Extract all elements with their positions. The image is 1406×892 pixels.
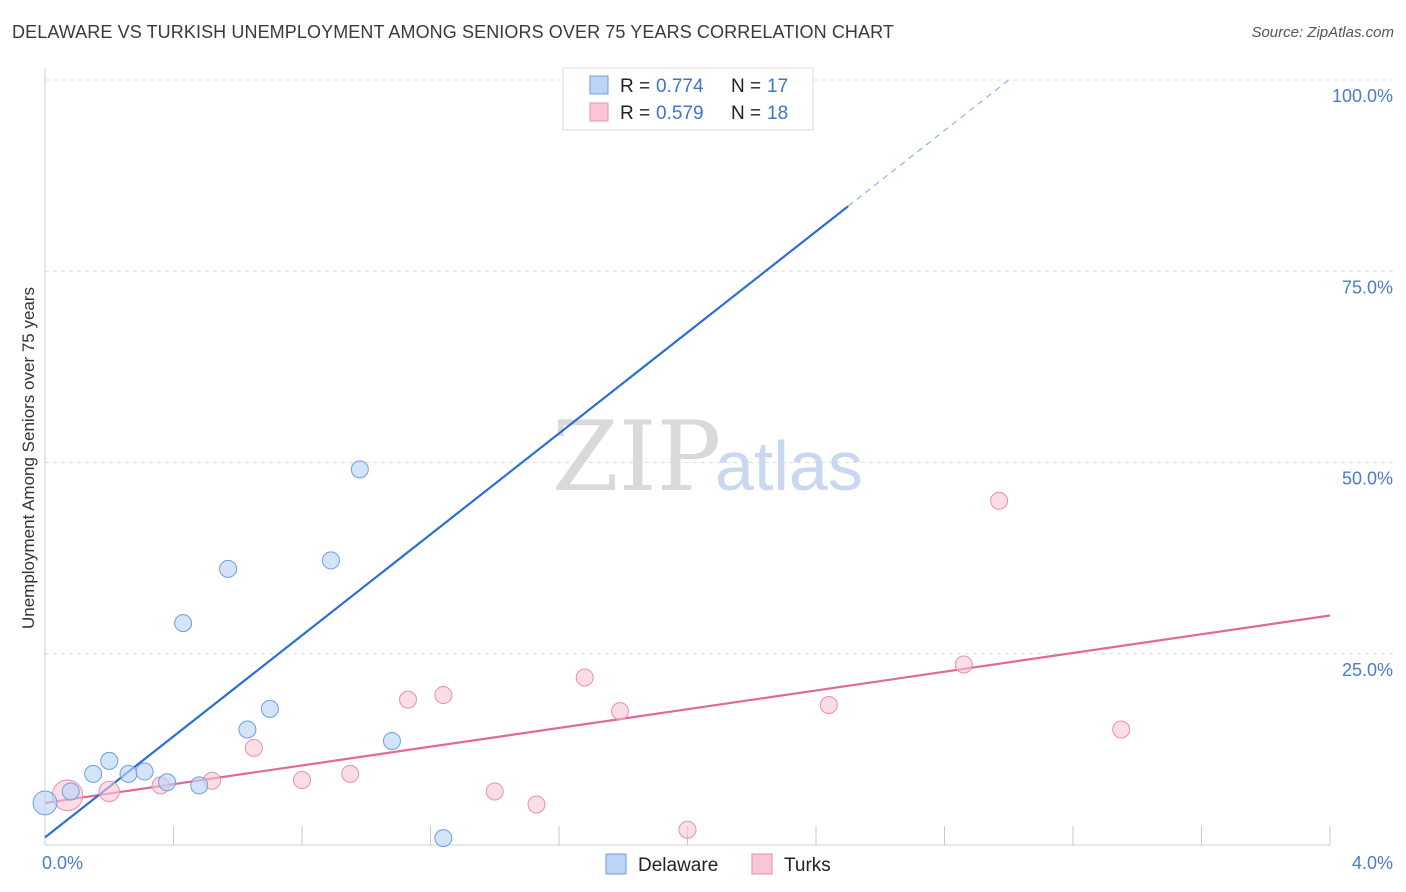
x-tick-label: 4.0% [1352,853,1393,873]
watermark-atlas: atlas [715,427,863,505]
bottom-legend-swatch-delaware [605,853,627,875]
point-delaware [190,776,209,795]
point-delaware [135,762,154,781]
legend-swatch-turks [589,102,609,122]
point-delaware [84,764,103,783]
legend-r-label-delaware: R = [620,76,650,97]
point-turks [244,738,263,757]
bottom-legend-turks: Turks [784,855,831,876]
point-delaware [238,720,257,739]
legend-n-label-turks: N = [731,103,761,124]
point-delaware [260,699,279,718]
legend-r-value-delaware: 0.774 [656,76,704,97]
point-turks [990,491,1009,510]
point-turks [575,668,594,687]
trendline-delaware-extension [847,79,1010,207]
y-tick-label: 100.0% [1332,86,1393,106]
axes [44,68,1331,846]
legend-r-label-turks: R = [620,103,650,124]
point-turks [819,696,838,715]
point-turks [1112,720,1131,739]
point-turks [293,770,311,789]
y-tick-label: 25.0% [1342,660,1393,680]
legend-n-value-turks: 18 [767,103,788,124]
point-delaware [61,782,80,801]
bottom-legend-swatch-turks [751,853,773,875]
trendlines [44,79,1331,839]
point-delaware [321,551,340,570]
point-delaware [158,773,177,792]
legend-n-value-delaware: 17 [767,76,788,97]
point-delaware [32,790,58,816]
point-turks [98,780,120,803]
data-points [32,72,1131,848]
point-turks [527,795,546,814]
legend-n-label-delaware: N = [731,76,761,97]
point-delaware [382,731,401,750]
point-delaware [119,764,138,783]
point-delaware [350,460,369,479]
point-turks [434,686,453,705]
x-tick-label: 0.0% [42,853,83,873]
point-turks [341,764,360,783]
point-turks [399,690,418,709]
bottom-legend: Delaware Turks [605,853,831,876]
point-delaware [100,751,119,770]
point-turks [678,820,697,839]
legend-swatch-delaware [589,75,609,95]
chart-title: DELAWARE VS TURKISH UNEMPLOYMENT AMONG S… [12,22,894,42]
legend-r-value-turks: 0.579 [656,103,704,124]
y-tick-label: 50.0% [1342,469,1393,489]
point-turks [954,655,973,674]
point-delaware [219,559,238,578]
bottom-legend-delaware: Delaware [638,855,718,876]
x-tick-labels: 0.0% 4.0% [42,853,1393,873]
y-axis-label: Unemployment Among Seniors over 75 years [19,287,38,629]
trendline-turks [44,614,1331,805]
point-delaware [174,614,193,633]
trendline-delaware [44,205,849,839]
source-label: Source: ZipAtlas.com [1251,24,1394,41]
y-tick-label: 75.0% [1342,277,1393,297]
legend-box: R = 0.774 N = 17 R = 0.579 N = 18 [562,67,814,131]
gridlines [45,79,1395,655]
point-turks [485,782,504,801]
watermark: ZIP atlas [552,401,863,513]
y-tick-labels: 25.0% 50.0% 75.0% 100.0% [1332,86,1393,680]
point-delaware [434,829,453,848]
watermark-zip: ZIP [552,401,721,513]
point-turks [611,702,630,721]
